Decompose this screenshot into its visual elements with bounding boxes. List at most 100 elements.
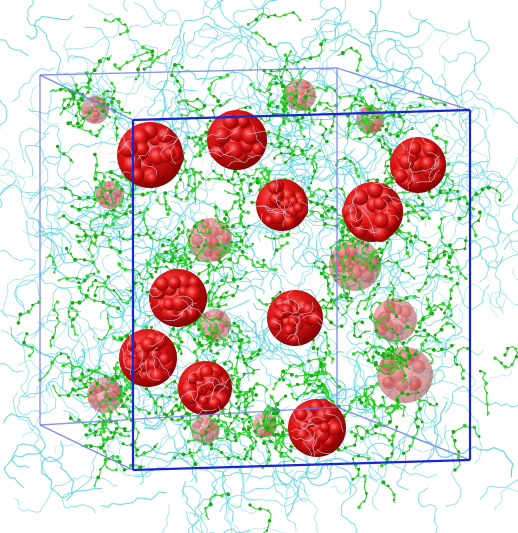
surfactant-chain	[417, 273, 454, 293]
surfactant-chain	[59, 186, 97, 202]
solvent-chain	[3, 412, 46, 489]
solvent-chain	[479, 478, 518, 500]
surfactant-chain	[213, 205, 231, 225]
solvent-chain	[224, 494, 257, 533]
box-front-edge	[132, 108, 471, 122]
surfactant-chain	[318, 118, 329, 144]
solvent-chain	[10, 441, 64, 469]
solvent-chain	[134, 438, 187, 478]
surfactant-chain	[66, 106, 82, 127]
surfactant-chain	[89, 214, 103, 248]
surfactant-chain	[363, 282, 381, 311]
surfactant-chain	[100, 89, 113, 119]
surfactant-chain	[108, 366, 119, 386]
surfactant-chain	[405, 234, 431, 248]
solvent-chain	[368, 440, 406, 481]
solvent-chain	[176, 131, 224, 212]
surfactant-chain	[365, 240, 389, 265]
surfactant-chain	[272, 144, 314, 161]
surfactant-chain	[144, 387, 166, 416]
solvent-chain	[11, 67, 55, 103]
surfactant-chain	[187, 220, 208, 249]
surfactant-chain	[395, 224, 411, 259]
surfactant-chain	[134, 45, 155, 81]
surfactant-chain	[279, 82, 289, 126]
surfactant-chain	[223, 189, 250, 215]
surfactant-chain	[75, 233, 95, 258]
solvent-chain	[185, 23, 218, 59]
surfactant-chain	[286, 111, 306, 138]
solvent-chain	[225, 458, 307, 507]
surfactant-chain	[306, 369, 327, 395]
surfactant-chain	[363, 350, 402, 368]
solvent-chain	[479, 254, 518, 283]
surfactant-chain	[212, 420, 253, 436]
surfactant-chain	[112, 404, 129, 420]
micelle	[179, 293, 248, 341]
solvent-chain	[103, 270, 144, 320]
surfactant-chain	[451, 423, 481, 472]
solvent-chain	[48, 319, 80, 383]
solvent-chain	[132, 234, 154, 328]
surfactant-chain	[180, 237, 208, 268]
surfactant-chain	[170, 63, 184, 93]
solvent-chain	[29, 186, 66, 236]
solvent-chain	[0, 178, 17, 209]
solvent-chain	[240, 478, 310, 496]
solvent-chain	[408, 177, 491, 226]
surfactant-chain	[309, 149, 322, 185]
solvent-chain	[198, 24, 258, 48]
surfactant-chain	[280, 363, 302, 382]
solvent-chain	[447, 107, 487, 155]
surfactant-chain	[118, 397, 151, 416]
surfactant-chain	[336, 425, 359, 452]
surfactant-chain	[191, 136, 202, 159]
surfactant-chain	[268, 430, 285, 443]
solvent-chain	[310, 6, 342, 40]
solvent-chain	[467, 369, 513, 398]
surfactant-chain	[174, 168, 191, 201]
solvent-chain	[17, 359, 48, 437]
surfactant-chain	[290, 95, 317, 121]
solvent-chain	[390, 249, 409, 295]
solvent-chain	[158, 42, 211, 65]
solvent-chain	[375, 37, 413, 89]
surfactant-chain	[57, 214, 88, 244]
surfactant-chain	[173, 448, 201, 460]
surfactant-chain	[101, 233, 122, 254]
solvent-chain	[297, 214, 343, 265]
solvent-chain	[483, 173, 510, 218]
surfactant-chain	[38, 352, 85, 386]
solvent-chain	[316, 69, 367, 96]
solvent-chain	[311, 112, 377, 176]
surfactant-chain	[384, 122, 414, 137]
surfactant-chain	[121, 442, 159, 457]
solvent-chain	[126, 20, 163, 85]
surfactant-chain	[93, 170, 107, 194]
solvent-chain	[67, 26, 111, 65]
solvent-chain	[70, 274, 126, 319]
surfactant-chain	[357, 474, 368, 510]
solvent-chain	[164, 134, 195, 226]
surfactant-chain	[188, 250, 215, 270]
surfactant-chain	[420, 340, 434, 365]
surfactant-chain	[253, 424, 277, 438]
micelle	[341, 171, 412, 242]
surfactant-chain	[49, 300, 61, 347]
surfactant-chain	[64, 246, 101, 274]
surfactant-chain	[262, 68, 283, 84]
surfactant-chain	[248, 503, 272, 533]
surfactant-chain	[204, 492, 231, 521]
surfactant-chain	[45, 254, 57, 274]
solvent-chain	[434, 400, 514, 478]
solvent-chain	[0, 168, 61, 200]
surfactant-chain	[351, 254, 379, 269]
solvent-chain	[0, 39, 30, 130]
solvent-chain	[330, 474, 378, 495]
surfactant-chain	[402, 332, 442, 345]
surfactant-chain	[363, 388, 375, 409]
surfactant-chain	[103, 17, 130, 36]
solvent-chain	[415, 237, 504, 291]
